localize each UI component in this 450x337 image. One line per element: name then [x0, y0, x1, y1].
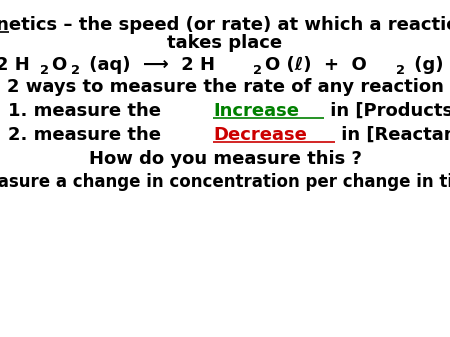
- Text: measure a change in concentration per change in time: measure a change in concentration per ch…: [0, 173, 450, 191]
- Text: How do you measure this ?: How do you measure this ?: [89, 150, 361, 168]
- Text: O (ℓ)  +  O: O (ℓ) + O: [265, 56, 367, 74]
- Text: 2. measure the: 2. measure the: [8, 126, 167, 144]
- Text: (g): (g): [408, 56, 443, 74]
- Text: 2: 2: [396, 64, 405, 77]
- Text: 1. measure the: 1. measure the: [8, 102, 167, 120]
- Text: takes place: takes place: [167, 34, 283, 52]
- Text: 2: 2: [40, 64, 49, 77]
- Text: O: O: [52, 56, 67, 74]
- Text: in [Reactants] over time: in [Reactants] over time: [335, 126, 450, 144]
- Text: 2 H: 2 H: [0, 56, 30, 74]
- Text: Increase: Increase: [213, 102, 300, 120]
- Text: in [Products] over time: in [Products] over time: [324, 102, 450, 120]
- Text: kinetics – the speed (or rate) at which a reaction: kinetics – the speed (or rate) at which …: [0, 16, 450, 34]
- Text: 2 ways to measure the rate of any reaction: 2 ways to measure the rate of any reacti…: [7, 78, 443, 96]
- Text: 2: 2: [253, 64, 262, 77]
- Text: 2: 2: [71, 64, 80, 77]
- Text: Decrease: Decrease: [213, 126, 307, 144]
- Text: (aq)  ⟶  2 H: (aq) ⟶ 2 H: [83, 56, 215, 74]
